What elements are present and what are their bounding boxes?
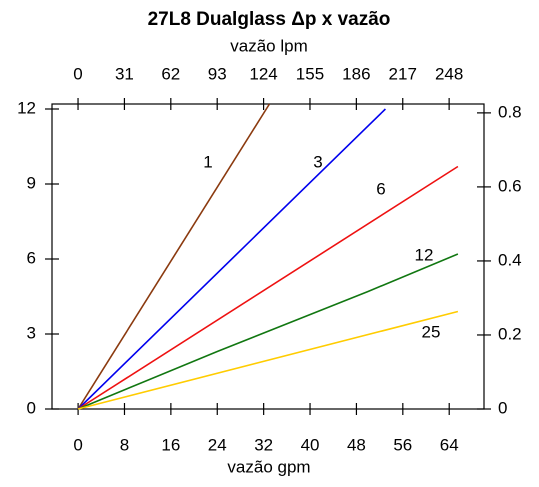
y-tick-label: 12 — [17, 98, 36, 117]
y2-tick-label: 0 — [498, 398, 507, 417]
x-tick-label: 56 — [393, 435, 412, 454]
x-tick-label: 0 — [73, 435, 82, 454]
y2-tick-label: 0.6 — [498, 176, 522, 195]
x2-tick-label: 31 — [115, 64, 134, 83]
x-tick-label: 8 — [120, 435, 129, 454]
series-line — [77, 253, 459, 410]
x-tick-label: 24 — [208, 435, 227, 454]
y-tick-label: 3 — [27, 323, 36, 342]
x2-tick-label: 62 — [161, 64, 180, 83]
top-axis-label: vazão lpm — [230, 36, 307, 55]
x-tick-label: 16 — [161, 435, 180, 454]
series-label: 25 — [422, 322, 441, 341]
plot-frame — [51, 103, 485, 410]
series-label: 1 — [203, 152, 212, 171]
series-line — [77, 108, 386, 410]
series-line — [77, 103, 271, 410]
x2-tick-label: 248 — [435, 64, 463, 83]
series-label: 6 — [376, 179, 385, 198]
x-tick-label: 32 — [254, 435, 273, 454]
x-tick-label: 40 — [301, 435, 320, 454]
x2-tick-label: 155 — [296, 64, 324, 83]
y-tick-label: 9 — [27, 173, 36, 192]
y2-tick-label: 0.4 — [498, 250, 522, 269]
y-tick-label: 6 — [27, 248, 36, 267]
x2-tick-label: 217 — [389, 64, 417, 83]
series-line — [77, 310, 459, 410]
x-tick-label: 48 — [347, 435, 366, 454]
x2-tick-label: 93 — [208, 64, 227, 83]
y2-tick-label: 0.8 — [498, 102, 522, 121]
y-tick-label: 0 — [27, 398, 36, 417]
series-label: 3 — [313, 152, 322, 171]
series-label: 12 — [415, 245, 434, 264]
x2-tick-label: 124 — [249, 64, 277, 83]
y2-tick-label: 0.2 — [498, 324, 522, 343]
series-line — [77, 165, 459, 410]
bottom-axis-label: vazão gpm — [227, 457, 310, 476]
x-tick-label: 64 — [440, 435, 459, 454]
x2-tick-label: 186 — [342, 64, 370, 83]
x2-tick-label: 0 — [73, 64, 82, 83]
chart-title: 27L8 Dualglass Δp x vazão — [148, 9, 391, 30]
